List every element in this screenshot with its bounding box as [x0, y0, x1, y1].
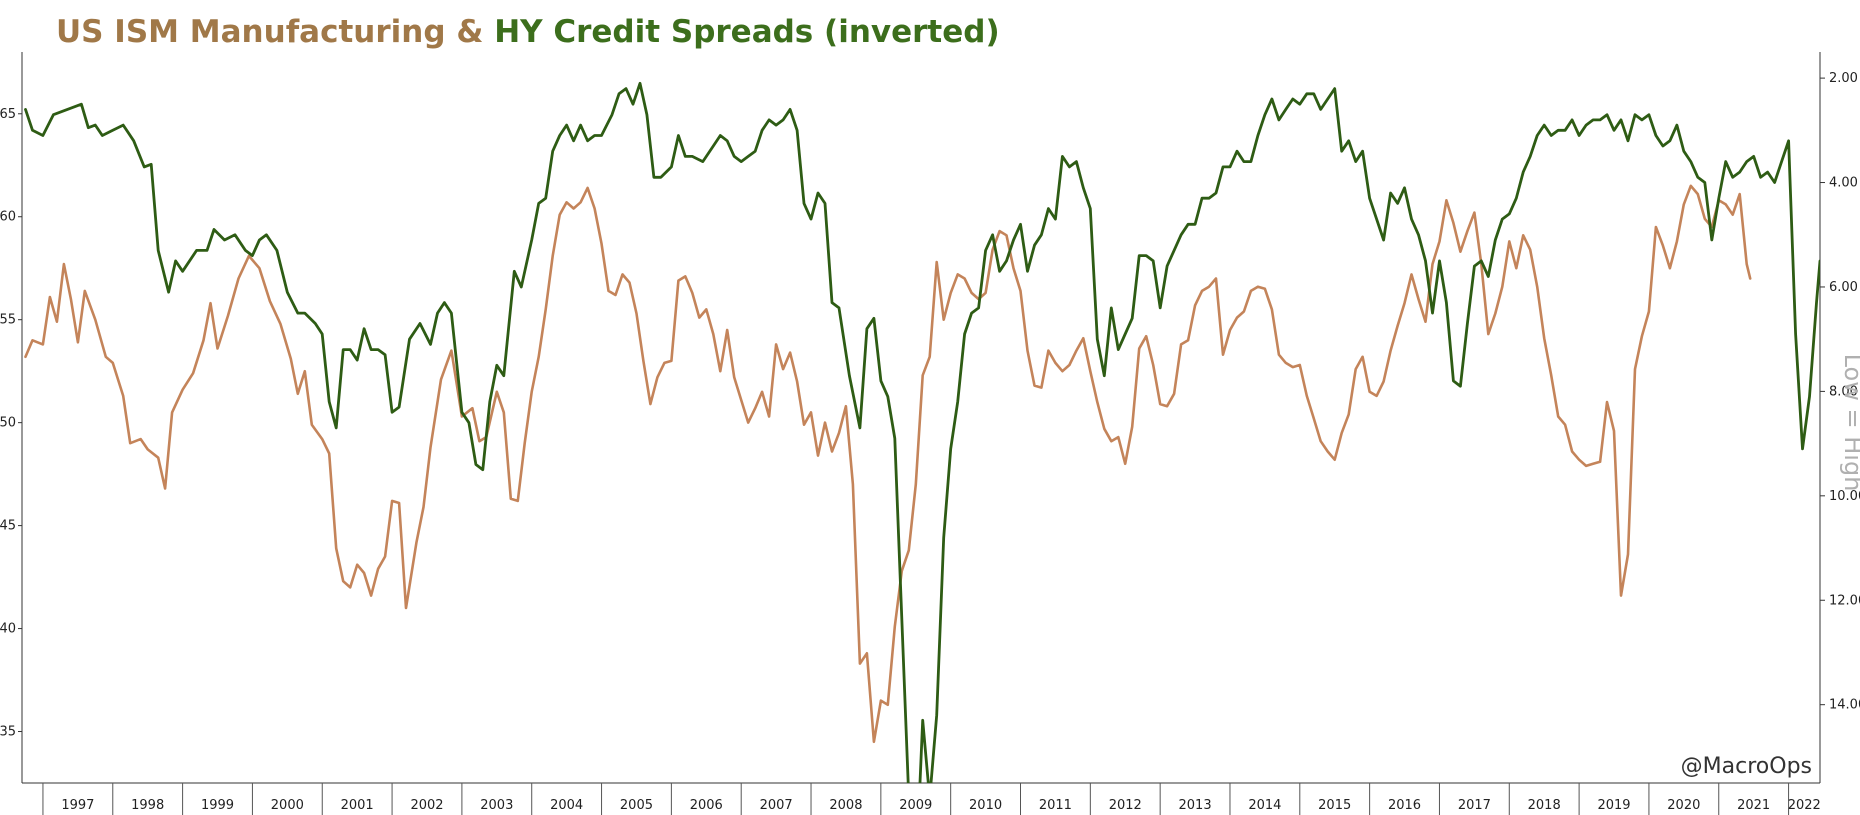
left-tick-label: 40	[0, 622, 16, 637]
left-tick-label: 45	[0, 519, 16, 534]
right-tick-label: 14.00	[1829, 698, 1860, 713]
left-tick-label: 65	[0, 107, 16, 122]
chart-title: US ISM Manufacturing & HY Credit Spreads…	[56, 14, 1000, 50]
x-tick-label: 2000	[271, 798, 304, 813]
title-hy-spreads: HY Credit Spreads (inverted)	[494, 14, 1000, 50]
x-tick-label: 2019	[1597, 798, 1630, 813]
x-tick-label: 2007	[760, 798, 793, 813]
x-tick-label: 2011	[1039, 798, 1072, 813]
title-ampersand: &	[456, 14, 484, 50]
x-tick-label: 2002	[410, 798, 443, 813]
right-tick-label: 6.00	[1829, 280, 1858, 295]
series-layer	[24, 81, 1820, 783]
title-ism: US ISM Manufacturing	[56, 14, 446, 50]
x-tick-label: 2010	[969, 798, 1002, 813]
left-tick-label: 50	[0, 416, 16, 431]
x-tick-label: 2008	[829, 798, 862, 813]
right-tick-label: 12.00	[1829, 593, 1860, 608]
x-tick-label: 2005	[620, 798, 653, 813]
axes	[18, 52, 1825, 815]
left-tick-label: 35	[0, 725, 16, 740]
left-tick-label: 60	[0, 210, 16, 225]
x-tick-label: 2004	[550, 798, 583, 813]
series-line-ism	[24, 184, 1752, 744]
right-tick-label: 8.00	[1829, 384, 1858, 399]
x-tick-label: 2015	[1318, 798, 1351, 813]
labels: 35 40 45 50 55 60 65 2.00 4.00 6.00 8.00 10.00 12.00…	[0, 71, 1860, 813]
x-tick-label: 1999	[201, 798, 234, 813]
x-tick-label: 2006	[690, 798, 723, 813]
x-tick-label: 2020	[1667, 798, 1700, 813]
x-tick-label: 2016	[1388, 798, 1421, 813]
x-tick-label: 2017	[1458, 798, 1491, 813]
right-tick-label: 4.00	[1829, 176, 1858, 191]
series-line-hy-spreads	[24, 81, 1820, 783]
x-tick-label: 1997	[61, 798, 94, 813]
x-tick-label: 2013	[1179, 798, 1212, 813]
x-tick-label: 2012	[1109, 798, 1142, 813]
right-axis-label: Low = High	[1839, 354, 1860, 492]
left-tick-label: 55	[0, 313, 16, 328]
x-tick-label: 2018	[1528, 798, 1561, 813]
x-tick-label: 1998	[131, 798, 164, 813]
credit-watermark: @MacroOps	[1681, 754, 1812, 779]
right-tick-label: 10.00	[1829, 489, 1860, 504]
x-tick-label: 2021	[1737, 798, 1770, 813]
x-tick-label: 2022	[1788, 798, 1821, 813]
right-tick-label: 2.00	[1829, 71, 1858, 86]
x-tick-label: 2001	[341, 798, 374, 813]
x-tick-label: 2014	[1248, 798, 1281, 813]
x-tick-label: 2009	[899, 798, 932, 813]
x-tick-label: 2003	[480, 798, 513, 813]
